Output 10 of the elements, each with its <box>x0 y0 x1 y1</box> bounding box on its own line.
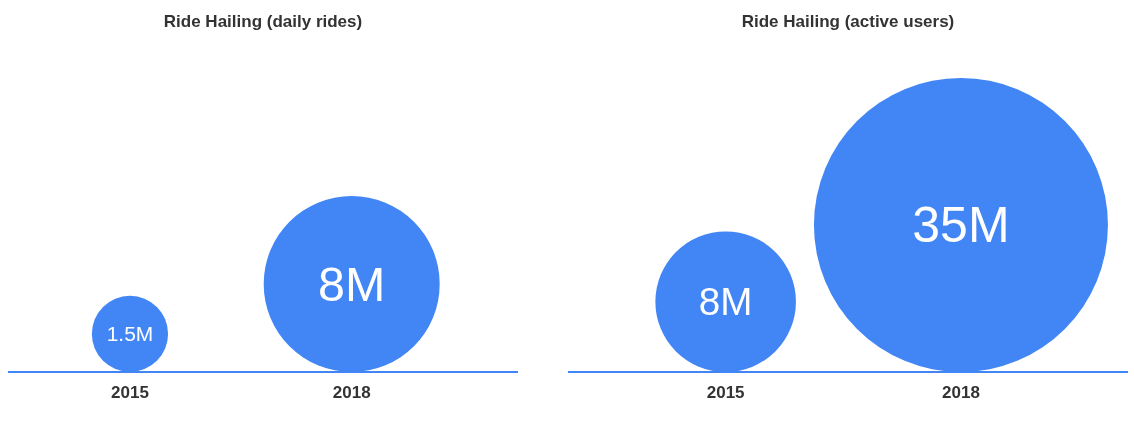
data-label: 8M <box>698 280 753 324</box>
category-label: 2018 <box>332 383 371 403</box>
category-label: 2015 <box>111 383 149 403</box>
data-label: 1.5M <box>106 322 154 346</box>
data-label: 35M <box>912 197 1010 253</box>
text: Ride Hailing (daily rides) <box>162 11 364 33</box>
category-label: 2015 <box>706 383 745 403</box>
text: Ride Hailing (active users) <box>740 11 956 33</box>
category-label: 2018 <box>942 383 980 403</box>
data-label: 8M <box>318 257 386 311</box>
